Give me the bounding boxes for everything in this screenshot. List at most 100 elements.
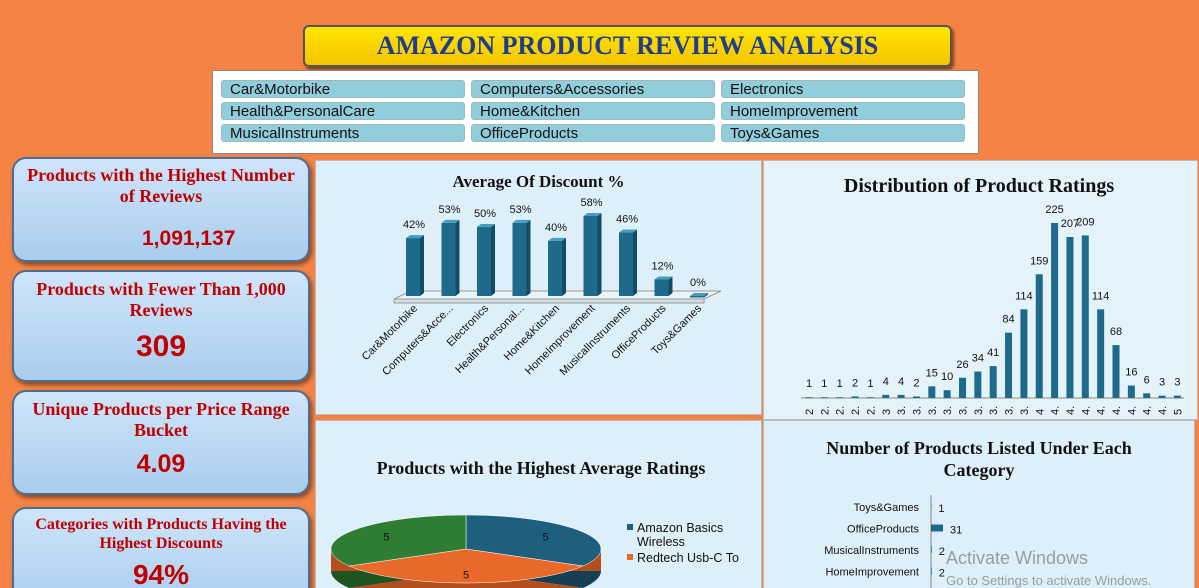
data-label: 2 [852,377,858,389]
kpi-label: Products with Fewer Than 1,000 Reviews [36,279,286,320]
x-tick-label: 3. [942,406,954,415]
chart-title: Products with the Highest Average Rating… [376,458,706,478]
bar [1035,274,1043,398]
x-tick-label: 3. [896,406,908,415]
category-count-chart: Number of Products Listed Under Each Cat… [763,420,1195,588]
x-tick-label: 4. [1157,406,1169,415]
pie-slice [330,514,467,567]
bar [583,216,598,296]
bar [1051,223,1059,398]
x-tick-label: 2 [804,409,816,415]
data-label: 40% [545,222,567,234]
x-tick-label: 5 [1172,409,1184,415]
bar [820,397,828,398]
bar-top [583,213,602,216]
data-label: 58% [580,197,602,209]
legend-swatch [627,524,633,530]
slicer-button[interactable]: MusicalInstruments [221,124,465,142]
slicer-button[interactable]: Home&Kitchen [471,102,715,120]
data-label: 42% [403,219,425,231]
x-tick-label: 3. [927,406,939,415]
slicer-button[interactable]: Toys&Games [721,124,965,142]
kpi-card: Unique Products per Price Range Bucket 4.… [12,390,310,495]
data-label: 53% [438,204,460,216]
bar [943,390,951,398]
y-tick-label: HomeImprovement [825,567,919,579]
bar [1066,237,1074,398]
data-label: 10 [941,371,953,383]
data-label: 53% [509,204,531,216]
bar-top [441,219,460,223]
slicer-button[interactable]: Car&Motorbike [221,80,465,98]
x-tick-label: 2. [835,406,847,415]
bar-side [668,276,673,296]
chart-plot: 1212.12.22.12.4343.23.153.103.263.343.41… [801,204,1184,415]
data-label: 26 [956,359,968,371]
x-tick-label: 4. [1080,406,1092,415]
chart-title: Number of Products Listed Under Each Cat… [826,438,1132,480]
data-label: 68 [1110,326,1122,338]
data-label: 46% [616,214,638,226]
data-label: 0% [690,277,706,289]
bar-side [562,237,566,296]
data-label: 1 [806,378,812,390]
data-label: 225 [1045,204,1063,216]
data-label: 84 [1002,314,1014,326]
bar [441,222,456,296]
data-label: 5 [542,531,548,543]
chart-title: Distribution of Product Ratings [843,175,1115,197]
chart-floor-front [393,298,705,304]
x-tick-label: 4. [1096,406,1108,415]
slicer-button[interactable]: Health&PersonalCare [221,102,465,120]
bar [897,394,905,398]
data-label: 5 [463,570,469,582]
bar-top [406,235,424,239]
bar-side [420,235,424,296]
x-tick-label: 3 [881,409,893,415]
y-tick-label: MusicalInstruments [824,545,919,557]
chart-plot: 42%Car&Motorbike53%Computers&Acce...50%E… [360,197,722,378]
data-label: 114 [1015,290,1033,302]
x-tick-label: 4 [1034,409,1046,415]
slicer-button[interactable]: HomeImprovement [721,102,965,120]
kpi-value: 94% [132,559,190,588]
kpi-label: Unique Products per Price Range Bucket [32,399,290,440]
ratings-chart: Distribution of Product Ratings 1 2 1 2. 1 2.… [763,160,1198,420]
ratings-pie-chart: Products with the Highest Average Rating… [315,420,762,588]
bar [974,371,982,398]
chart-title: Average Of Discount % [452,172,625,191]
bar-side [526,219,531,296]
bar [805,397,813,398]
x-tick-label: 4. [1142,406,1154,415]
bar-top [654,276,673,280]
slicer-button[interactable]: Computers&Accessories [471,80,715,98]
bar [1173,395,1181,398]
slicer-button[interactable]: Electronics [721,80,965,98]
x-tick-label: 3. [911,406,923,415]
bar-side [597,213,602,296]
dashboard-title: AMAZON PRODUCT REVIEW ANALYSIS [303,25,952,67]
data-label: 5 [383,531,389,543]
x-tick-label: 2. [865,406,877,415]
data-label: 1 [867,378,873,390]
kpi-card: Products with Fewer Than 1,000 Reviews 30… [12,270,310,382]
x-tick-label: 3. [973,406,985,415]
data-label: 12% [651,260,673,272]
kpi-value: 1,091,137 [142,227,236,250]
x-tick-label: 3. [988,406,1000,415]
bar-top [690,293,708,296]
x-tick-label: 3. [1019,406,1031,415]
kpi-label: Categories with Products Having the High… [35,516,287,552]
bar-side [491,224,495,296]
data-label: 15 [926,367,938,379]
slicer-button[interactable]: OfficeProducts [471,124,715,142]
bar [882,394,890,398]
kpi-card: Products with the Highest Number of Revi… [12,157,310,262]
bar [406,238,420,296]
bar [477,227,491,296]
chart-plot: 5 5 5 [330,514,633,588]
bar [912,396,920,398]
bar [1127,385,1135,398]
bar [548,240,562,296]
data-label: 1 [837,378,843,390]
